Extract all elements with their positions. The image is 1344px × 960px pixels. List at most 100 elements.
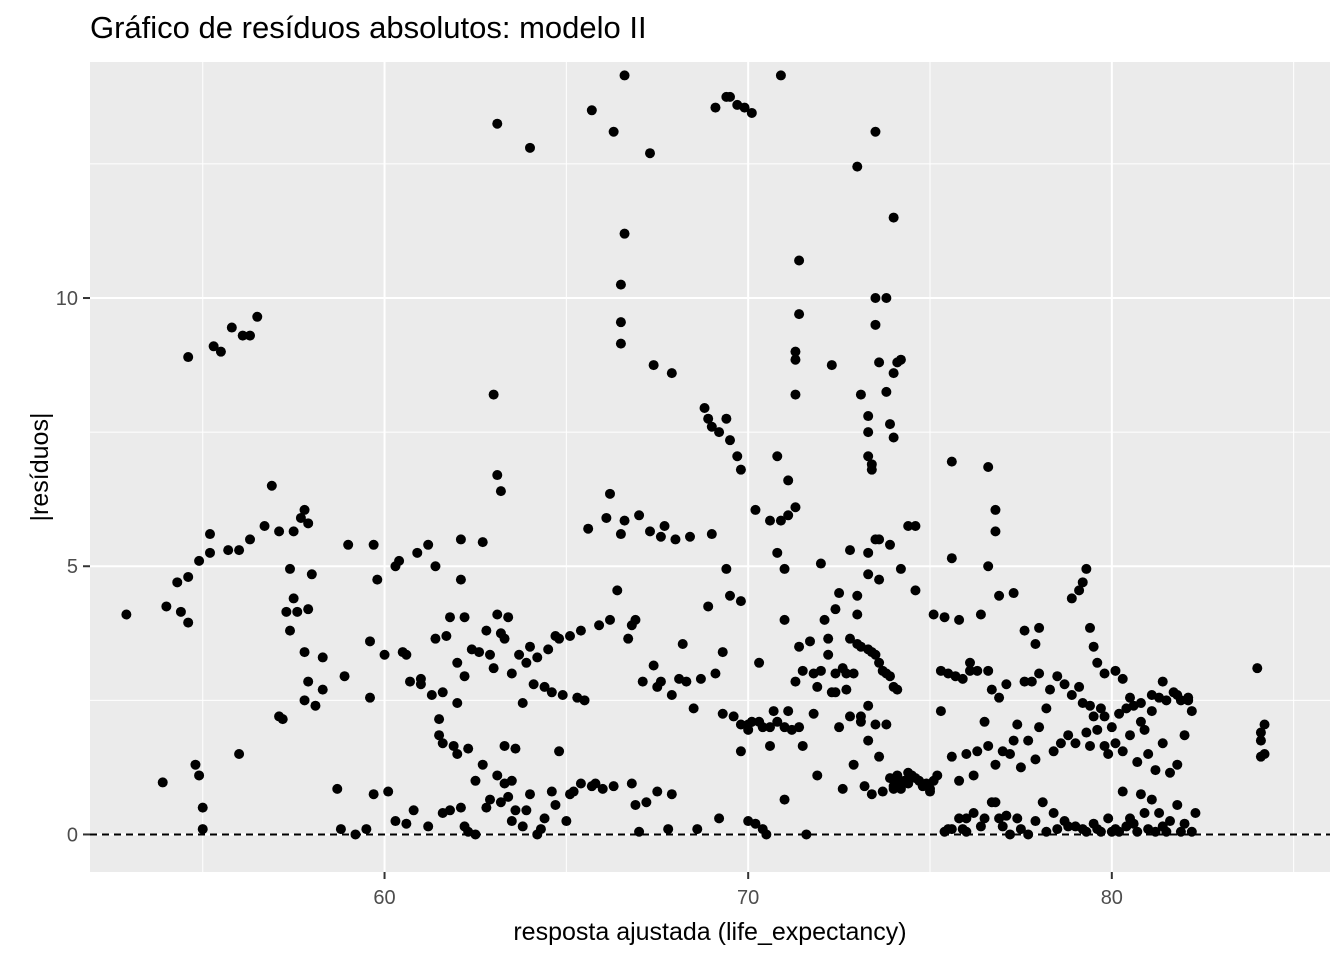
data-point [1085,740,1095,751]
data-point [797,665,808,676]
data-point [946,751,957,762]
data-point [946,824,957,835]
data-point [510,743,521,754]
data-point [274,526,285,537]
data-point [303,518,314,529]
data-point [946,456,957,467]
y-tick-label: 10 [56,288,78,310]
data-point [735,719,746,730]
data-point [834,722,845,733]
data-point [739,102,750,113]
data-point [245,534,255,545]
data-point [295,512,306,523]
data-point [888,368,899,379]
data-point [234,748,245,759]
data-point [332,783,343,794]
data-point [623,633,634,644]
data-point [583,523,594,534]
data-point [430,633,441,644]
data-point [721,413,732,424]
data-point [161,601,172,612]
data-point [608,781,619,792]
data-point [492,609,503,620]
data-point [783,475,794,486]
data-point [881,719,892,730]
data-point [1019,676,1030,687]
data-point [335,824,346,835]
data-point [434,714,445,725]
data-point [205,547,215,558]
y-tick-label: 0 [67,824,78,846]
data-point [819,614,830,625]
data-point [183,617,194,628]
data-point [252,311,263,322]
data-point [666,689,677,700]
data-point [550,799,561,810]
data-point [994,590,1005,601]
data-point [1074,585,1085,596]
data-point [645,526,655,537]
data-point [1099,668,1110,679]
data-point [892,770,903,781]
data-point [1157,676,1168,687]
data-point [259,521,270,532]
data-point [954,775,965,786]
data-point [961,826,972,837]
data-point [746,107,757,118]
data-point [848,668,859,679]
data-point [983,462,994,472]
data-point [986,684,997,695]
data-point [517,698,528,709]
data-point [423,821,434,832]
data-point [183,571,194,582]
data-point [455,802,466,813]
data-point [968,770,979,781]
data-point [565,630,575,641]
data-point [1092,657,1103,668]
data-point [190,759,201,770]
data-point [1019,625,1030,636]
data-point [285,563,295,574]
data-point [1161,826,1172,837]
data-point [863,547,874,558]
data-point [983,740,994,751]
data-point [990,797,1001,808]
minor-gridlines [90,62,1330,872]
data-point [561,816,572,827]
data-point [401,818,412,829]
data-point [637,676,648,687]
data-point [659,521,670,532]
data-point [1154,807,1165,818]
data-point [575,778,586,789]
data-point [1012,813,1023,824]
data-point [288,593,299,604]
data-point [594,620,605,631]
data-point [885,671,895,682]
data-point [499,633,510,644]
data-point [477,759,488,770]
data-point [361,824,372,835]
data-point [866,464,877,475]
data-point [815,665,826,676]
data-point [554,633,565,644]
data-point [717,647,728,658]
data-point [303,604,314,615]
data-point [990,504,1001,515]
data-point [666,368,677,379]
data-point [975,821,986,832]
data-point [1183,695,1194,706]
data-point [855,711,866,722]
data-point [1150,765,1161,776]
data-point [652,786,663,797]
data-point [990,759,1001,770]
data-point [797,740,808,751]
data-point [390,816,401,827]
x-tick-label: 70 [737,887,759,909]
data-point [1146,689,1157,700]
data-point [1157,738,1168,749]
data-point [615,279,626,290]
data-point [870,719,881,730]
data-point [961,748,972,759]
data-point [975,609,986,620]
data-point [350,829,361,840]
